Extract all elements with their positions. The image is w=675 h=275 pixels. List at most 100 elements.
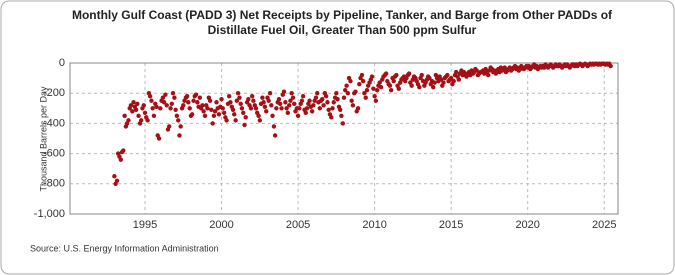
point bbox=[216, 112, 222, 117]
point bbox=[441, 80, 446, 85]
point bbox=[141, 103, 146, 108]
point bbox=[348, 78, 353, 84]
point bbox=[378, 84, 384, 90]
y-tick-label: 0 bbox=[59, 57, 65, 69]
point bbox=[161, 100, 167, 105]
point bbox=[287, 103, 292, 108]
point bbox=[502, 65, 507, 70]
point bbox=[344, 83, 349, 88]
point bbox=[214, 100, 219, 105]
point bbox=[147, 94, 153, 99]
point bbox=[372, 94, 377, 99]
point bbox=[353, 89, 358, 94]
point bbox=[186, 100, 191, 105]
point bbox=[197, 95, 203, 100]
point bbox=[118, 157, 124, 162]
point bbox=[232, 112, 237, 117]
point bbox=[130, 109, 135, 114]
point bbox=[325, 100, 330, 105]
point bbox=[323, 94, 329, 99]
point bbox=[131, 100, 136, 105]
x-tick-label: 2010 bbox=[362, 219, 386, 231]
plot-border bbox=[69, 62, 619, 215]
point bbox=[448, 75, 454, 81]
point bbox=[311, 103, 316, 108]
y-tick-label: -1,000 bbox=[34, 208, 65, 220]
point bbox=[369, 74, 375, 79]
point bbox=[128, 103, 134, 108]
point bbox=[195, 100, 200, 105]
point bbox=[295, 113, 301, 119]
point bbox=[166, 124, 172, 129]
point bbox=[211, 113, 217, 119]
point bbox=[315, 91, 320, 96]
point bbox=[274, 106, 279, 111]
point bbox=[396, 86, 401, 91]
point bbox=[334, 91, 339, 96]
point bbox=[438, 77, 444, 82]
point bbox=[181, 103, 186, 108]
point bbox=[156, 136, 162, 141]
point bbox=[419, 72, 424, 78]
point bbox=[138, 118, 144, 123]
y-tick-label: -600 bbox=[43, 148, 65, 160]
x-tick-label: 2025 bbox=[592, 219, 616, 231]
point bbox=[256, 113, 261, 119]
point bbox=[241, 110, 246, 116]
point bbox=[233, 118, 238, 123]
point bbox=[226, 94, 232, 99]
point bbox=[303, 110, 308, 116]
point bbox=[371, 86, 376, 91]
point bbox=[290, 95, 296, 100]
point bbox=[189, 112, 195, 117]
point bbox=[205, 106, 210, 111]
point bbox=[261, 100, 266, 105]
point bbox=[243, 115, 248, 120]
point bbox=[237, 95, 242, 100]
point bbox=[207, 98, 213, 103]
point bbox=[262, 104, 268, 109]
point bbox=[248, 106, 254, 111]
point bbox=[485, 72, 491, 78]
point bbox=[234, 98, 240, 103]
point bbox=[270, 113, 275, 119]
point bbox=[224, 118, 229, 123]
point bbox=[191, 98, 196, 103]
x-tick-label: 2015 bbox=[439, 219, 463, 231]
point bbox=[168, 106, 173, 111]
point bbox=[269, 103, 274, 108]
point bbox=[121, 148, 126, 153]
point bbox=[177, 133, 182, 138]
point bbox=[163, 92, 168, 97]
source: Source: U.S. Energy Information Administ… bbox=[30, 243, 219, 253]
point bbox=[277, 101, 283, 106]
point bbox=[149, 98, 154, 103]
point bbox=[249, 94, 255, 99]
point bbox=[608, 63, 613, 69]
point bbox=[445, 72, 450, 78]
point bbox=[133, 107, 139, 113]
point bbox=[329, 115, 334, 120]
point bbox=[253, 106, 259, 111]
point bbox=[284, 106, 289, 111]
point bbox=[238, 101, 243, 106]
point bbox=[271, 124, 277, 129]
x-tick-label: 2000 bbox=[209, 219, 233, 231]
point bbox=[228, 100, 233, 105]
point bbox=[387, 83, 393, 88]
point bbox=[267, 91, 273, 96]
point bbox=[313, 95, 319, 100]
point bbox=[388, 87, 394, 93]
point bbox=[158, 106, 163, 111]
point bbox=[406, 71, 412, 76]
point bbox=[330, 106, 335, 111]
point bbox=[309, 109, 315, 114]
point bbox=[122, 113, 127, 119]
point bbox=[251, 98, 256, 103]
point bbox=[373, 98, 379, 103]
point bbox=[355, 106, 361, 111]
point bbox=[375, 87, 380, 93]
x-tick-label: 2020 bbox=[515, 219, 539, 231]
point bbox=[187, 106, 192, 111]
